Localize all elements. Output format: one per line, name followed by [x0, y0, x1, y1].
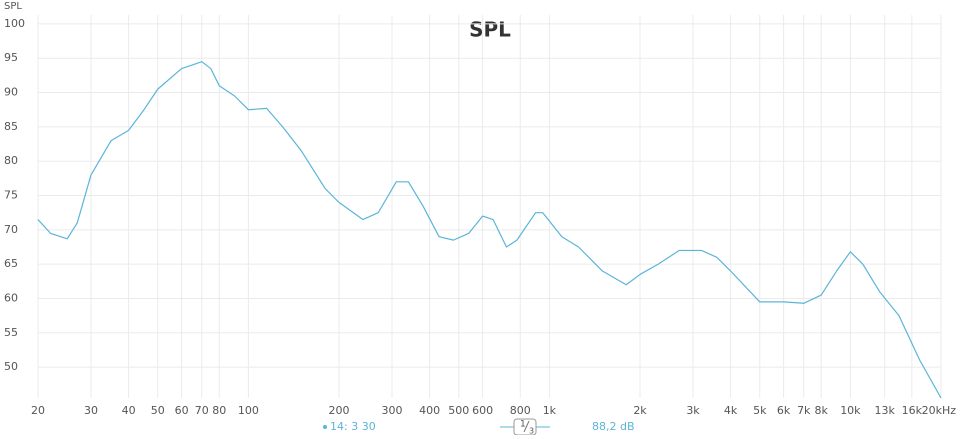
x-tick-label: 5k [753, 404, 767, 417]
x-tick-label: 80 [212, 404, 226, 417]
y-tick-label: 60 [4, 291, 18, 304]
level-readout: 88,2 dB [592, 420, 635, 433]
x-tick-label: 60 [175, 404, 189, 417]
x-tick-label: 800 [510, 404, 531, 417]
x-tick-label: 300 [382, 404, 403, 417]
y-tick-label: 90 [4, 86, 18, 99]
x-tick-label: 4k [724, 404, 738, 417]
x-tick-label: 40 [122, 404, 136, 417]
spl-curve [37, 61, 942, 399]
x-tick-label: 1k [543, 404, 557, 417]
y-axis-label: SPL [4, 1, 22, 12]
x-tick-label: 30 [84, 404, 98, 417]
y-tick-label: 75 [4, 189, 18, 202]
fraction-slash [523, 420, 530, 433]
y-tick-label: 80 [4, 154, 18, 167]
chart-title: SPL [469, 18, 511, 42]
x-tick-label: 3k [686, 404, 700, 417]
x-tick-label: 400 [419, 404, 440, 417]
x-tick-label: 20kHz [922, 404, 957, 417]
x-tick-label: 13k [874, 404, 895, 417]
x-tick-label: 200 [329, 404, 350, 417]
x-tick-label: 16k [902, 404, 923, 417]
smoothing-numerator: 1 [520, 420, 526, 430]
x-tick-label: 50 [151, 404, 165, 417]
x-tick-label: 7k [797, 404, 811, 417]
y-tick-label: 65 [4, 257, 18, 270]
x-tick-label: 2k [633, 404, 647, 417]
y-tick-label: 50 [4, 360, 18, 373]
y-tick-label: 95 [4, 51, 18, 64]
x-tick-label: 20 [31, 404, 45, 417]
x-tick-label: 10k [840, 404, 861, 417]
x-tick-label: 70 [195, 404, 209, 417]
position-marker [323, 425, 327, 429]
x-tick-label: 100 [238, 404, 259, 417]
x-tick-label: 500 [448, 404, 469, 417]
y-tick-label: 100 [4, 17, 25, 30]
y-tick-label: 85 [4, 120, 18, 133]
x-tick-label: 6k [777, 404, 791, 417]
y-tick-label: 70 [4, 223, 18, 236]
y-tick-label: 55 [4, 326, 18, 339]
x-tick-label: 8k [815, 404, 829, 417]
cursor-position: 14: 3 30 [330, 420, 376, 433]
smoothing-denominator: 3 [529, 427, 534, 436]
x-tick-label: 600 [472, 404, 493, 417]
